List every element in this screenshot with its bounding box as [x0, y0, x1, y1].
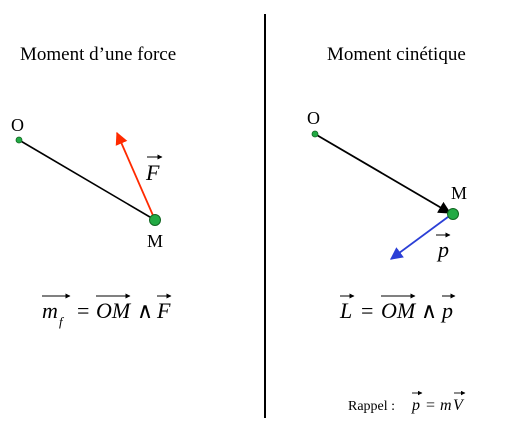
eq-left-lhs: m — [42, 298, 58, 323]
divider-line — [264, 14, 266, 418]
eq-right-lhs: L — [339, 298, 352, 323]
force-label: F — [145, 160, 160, 185]
left-diagram: O M F m f = OM ∧ F — [11, 115, 172, 329]
right-diagram: O M p L = OM ∧ p Rappel : p = m V — [307, 108, 467, 414]
om-vector-right — [314, 133, 452, 214]
eq-left-rhs: F — [156, 298, 171, 323]
rappel-lhs: p — [411, 397, 420, 414]
label-o-left: O — [11, 115, 24, 135]
momentum-label: p — [436, 237, 449, 262]
point-o-right — [311, 130, 319, 138]
eq-right-wedge: ∧ — [421, 298, 437, 323]
right-title: Moment cinétique — [327, 44, 466, 65]
rappel-label: Rappel : — [348, 399, 395, 414]
left-title: Moment d’une force — [20, 44, 177, 65]
force-vector-arrow — [115, 131, 156, 221]
rappel-v: V — [453, 397, 465, 414]
eq-right-om: OM — [381, 298, 417, 323]
label-m-left: M — [147, 231, 163, 251]
eq-left-equals: = — [77, 298, 89, 323]
label-o-right: O — [307, 108, 320, 128]
point-m-left — [149, 214, 161, 226]
eq-left-om: OM — [96, 298, 132, 323]
eq-right-rhs: p — [440, 298, 453, 323]
rappel-m: m — [440, 397, 452, 414]
eq-left-wedge: ∧ — [137, 298, 153, 323]
point-o-left — [15, 136, 23, 144]
rappel-equals: = — [426, 397, 435, 414]
point-m-right — [447, 208, 459, 220]
label-m-right: M — [451, 183, 467, 203]
eq-right-equals: = — [361, 298, 373, 323]
eq-left-lhs-sub: f — [59, 314, 65, 329]
om-segment-left — [18, 139, 156, 221]
momentum-vector-arrow — [389, 213, 453, 260]
